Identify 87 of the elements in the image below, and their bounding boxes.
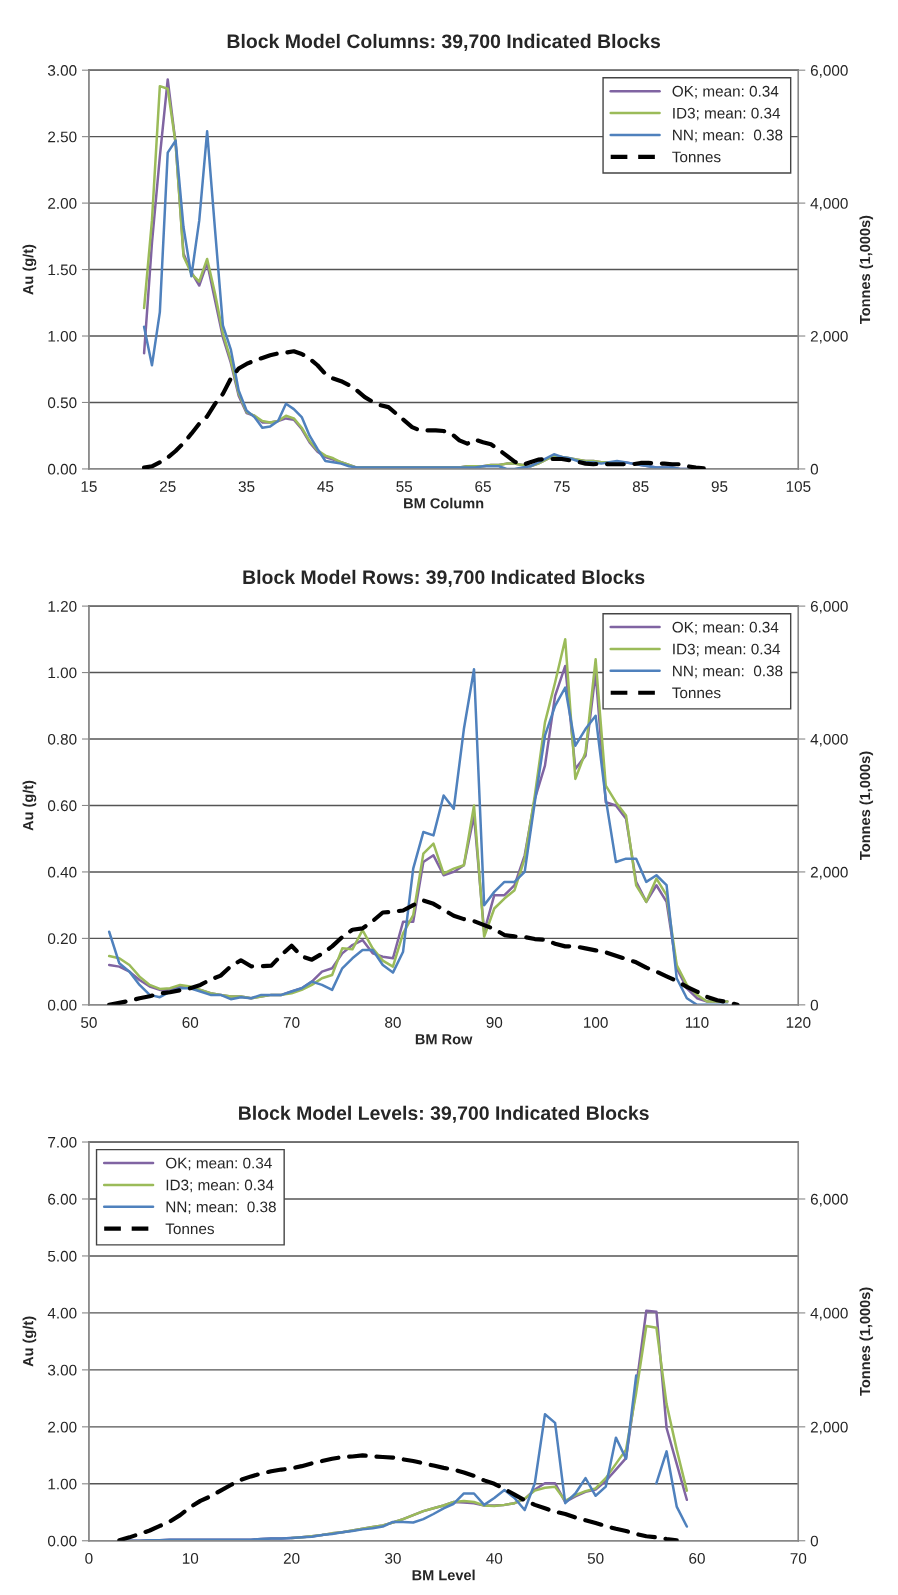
x-tick-label: 55 — [396, 481, 413, 492]
legend-label: OK; mean: 0.34 — [672, 85, 779, 99]
x-tick-label: 45 — [317, 481, 334, 492]
x-tick-label: 120 — [786, 1017, 811, 1028]
x-axis-title: BM Row — [415, 1034, 473, 1045]
y-tick-label: 0.60 — [47, 800, 77, 812]
y-tick-label: 0.00 — [47, 1535, 77, 1547]
x-tick-label: 50 — [81, 1017, 97, 1028]
x-tick-label: 10 — [182, 1552, 199, 1564]
y2-tick-label: 2,000 — [810, 1421, 848, 1435]
x-tick-label: 60 — [689, 1552, 705, 1564]
x-tick-label: 20 — [283, 1552, 300, 1564]
y2-axis-title: Tonnes (1,000s) — [859, 751, 874, 860]
x-tick-label: 50 — [587, 1552, 604, 1564]
x-tick-label: 15 — [81, 481, 97, 492]
y-tick-label: 4.00 — [47, 1307, 77, 1319]
legend-label: NN; mean: 0.38 — [166, 1201, 276, 1215]
legend-label: OK; mean: 0.34 — [672, 621, 779, 635]
y-tick-label: 1.50 — [48, 264, 77, 276]
x-tick-label: 100 — [584, 1017, 608, 1028]
y2-tick-label: 4,000 — [810, 1307, 848, 1321]
legend-label: Tonnes — [672, 151, 721, 163]
y2-tick-label: 0 — [810, 463, 819, 475]
legend-label: ID3; mean: 0.34 — [166, 1179, 274, 1193]
x-tick-label: 75 — [554, 481, 570, 492]
y2-tick-label: 2,000 — [810, 330, 848, 344]
y-tick-label: 0.80 — [47, 733, 77, 745]
chart-title: Block Model Columns: 39,700 Indicated Blocks — [227, 33, 661, 51]
y-tick-label: 2.50 — [48, 131, 77, 143]
x-tick-label: 65 — [475, 481, 491, 492]
legend-label: ID3; mean: 0.34 — [673, 643, 781, 657]
x-tick-label: 70 — [790, 1552, 807, 1564]
y-tick-label: 3.00 — [47, 65, 77, 76]
legend-label: NN; mean: 0.38 — [673, 129, 783, 143]
y-tick-label: 2.00 — [48, 197, 77, 209]
y2-tick-label: 6,000 — [810, 1193, 848, 1207]
x-tick-label: 60 — [182, 1017, 199, 1028]
y-axis-title: Au (g/t) — [22, 1316, 37, 1367]
y-tick-label: 0.00 — [47, 999, 77, 1011]
x-tick-label: 85 — [632, 481, 649, 492]
y-tick-label: 3.00 — [47, 1364, 77, 1376]
x-tick-label: 90 — [486, 1017, 503, 1028]
x-tick-label: 30 — [385, 1552, 401, 1564]
x-tick-label: 35 — [238, 481, 255, 492]
legend-label: OK; mean: 0.34 — [166, 1157, 272, 1171]
y2-tick-label: 0 — [810, 1535, 819, 1547]
y-tick-label: 0.40 — [47, 866, 77, 878]
y-tick-label: 0.50 — [47, 397, 77, 409]
x-tick-label: 0 — [85, 1552, 93, 1564]
y2-tick-label: 0 — [810, 999, 819, 1011]
y-tick-label: 0.00 — [47, 463, 77, 475]
line-series — [141, 349, 706, 469]
legend-label: NN; mean: 0.38 — [673, 665, 783, 679]
x-tick-label: 25 — [160, 481, 176, 492]
legend-label: ID3; mean: 0.34 — [673, 107, 781, 121]
y2-axis-title: Tonnes (1,000s) — [859, 215, 874, 324]
y-axis-title: Au (g/t) — [22, 244, 37, 295]
y2-tick-label: 6,000 — [810, 65, 848, 78]
chart-title: Block Model Levels: 39,700 Indicated Blocks — [239, 1105, 649, 1123]
line-series — [117, 1453, 679, 1541]
y-tick-label: 7.00 — [48, 1136, 77, 1148]
y-tick-label: 1.00 — [48, 667, 77, 679]
y2-tick-label: 2,000 — [810, 866, 848, 880]
x-tick-label: 95 — [711, 481, 728, 492]
x-tick-label: 40 — [486, 1552, 503, 1564]
x-axis-title: BM Level — [412, 1569, 475, 1581]
y2-tick-label: 4,000 — [810, 733, 848, 747]
y2-tick-label: 6,000 — [810, 600, 848, 614]
legend-label: Tonnes — [165, 1223, 214, 1235]
y2-axis-title: Tonnes (1,000s) — [859, 1287, 874, 1396]
y-tick-label: 6.00 — [48, 1193, 77, 1205]
x-axis-title: BM Column — [404, 497, 484, 509]
y-tick-label: 1.20 — [48, 600, 77, 612]
y-axis-title: Au (g/t) — [22, 780, 37, 831]
line-series — [107, 898, 740, 1005]
x-tick-label: 105 — [786, 481, 811, 492]
x-tick-label: 110 — [685, 1017, 709, 1028]
legend-label: Tonnes — [672, 687, 721, 699]
y2-tick-label: 4,000 — [810, 197, 848, 211]
x-tick-label: 80 — [385, 1017, 401, 1028]
y-tick-label: 2.00 — [48, 1421, 77, 1433]
y-tick-label: 5.00 — [47, 1250, 77, 1262]
y-tick-label: 1.00 — [48, 330, 77, 342]
chart-title: Block Model Rows: 39,700 Indicated Blocks — [243, 569, 645, 587]
y-tick-label: 1.00 — [48, 1478, 77, 1490]
y-tick-label: 0.20 — [47, 933, 77, 945]
x-tick-label: 70 — [283, 1017, 300, 1028]
